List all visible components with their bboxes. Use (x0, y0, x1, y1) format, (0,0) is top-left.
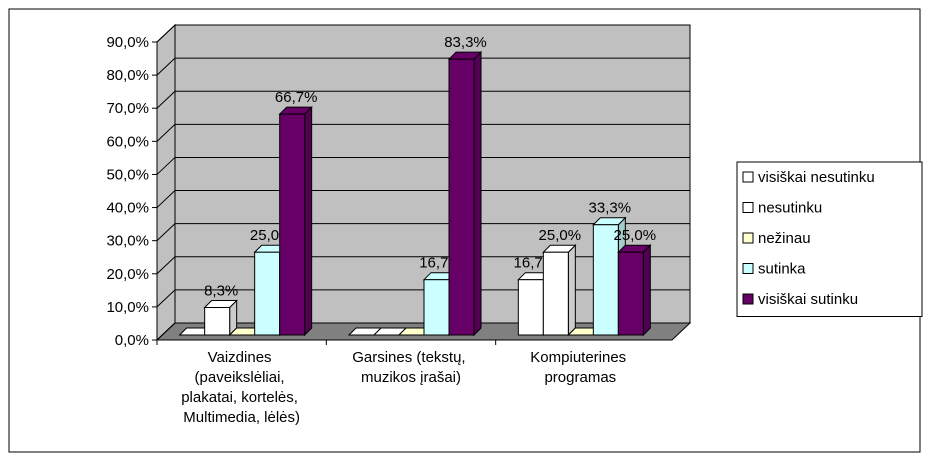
legend-label: nežinau (758, 230, 811, 247)
legend-swatch (742, 263, 754, 274)
grid-line (156, 24, 690, 43)
bar (278, 105, 313, 337)
x-tick-label: Vaizdines (paveikslėliai, plakatai, kort… (181, 349, 302, 426)
bar (203, 299, 238, 337)
data-label: 83,3% (444, 34, 487, 51)
grid-line (156, 256, 690, 275)
bar-front (517, 279, 544, 336)
y-tick-label: 30,0% (106, 233, 149, 250)
y-tick-label: 70,0% (106, 100, 149, 117)
legend-label: nesutinku (758, 200, 822, 217)
grid-line (156, 156, 690, 175)
legend-box (736, 161, 923, 317)
bar-front (423, 279, 450, 336)
grid-line (156, 223, 690, 242)
data-label: 25,0% (539, 227, 582, 244)
bar-front (617, 251, 644, 336)
legend-label: visiškai nesutinku (758, 169, 875, 186)
grid-line (156, 123, 690, 142)
y-tick-label: 0,0% (115, 332, 149, 349)
legend-label: visiškai sutinku (758, 291, 858, 308)
x-tick-label: Garsines (tekstų, muzikos įrašai) (352, 349, 470, 386)
data-label: 66,7% (275, 89, 318, 106)
y-tick-label: 20,0% (106, 266, 149, 283)
legend-swatch (742, 293, 754, 305)
data-label: 8,3% (204, 283, 238, 300)
bar (617, 244, 652, 337)
bar-front (448, 58, 475, 336)
y-tick-label: 50,0% (106, 166, 149, 183)
legend-label: sutinka (758, 261, 806, 278)
y-tick-label: 60,0% (106, 133, 149, 150)
grid-line (156, 90, 690, 109)
data-label: 33,3% (589, 200, 632, 217)
bar-front (542, 251, 569, 336)
grid-line (156, 57, 690, 76)
y-tick-label: 40,0% (106, 200, 149, 217)
bar-side (304, 105, 313, 337)
bar (447, 50, 483, 337)
legend-swatch (742, 202, 754, 213)
y-tick-label: 90,0% (106, 34, 149, 51)
bar-front (204, 307, 231, 336)
bar-side (642, 244, 651, 337)
data-label: 25,0% (614, 227, 657, 244)
x-tick-label: Kompiuterines programas (530, 349, 630, 386)
bar-front (279, 113, 306, 336)
grid-line (156, 190, 690, 208)
legend-swatch (742, 232, 754, 244)
bar-front (254, 251, 281, 336)
bar-side (473, 50, 482, 337)
bar-side (567, 244, 576, 337)
legend-swatch (742, 171, 754, 183)
y-tick-label: 80,0% (106, 67, 149, 84)
y-tick-label: 10,0% (106, 299, 149, 316)
bar (542, 244, 577, 337)
bar-front (592, 224, 619, 336)
